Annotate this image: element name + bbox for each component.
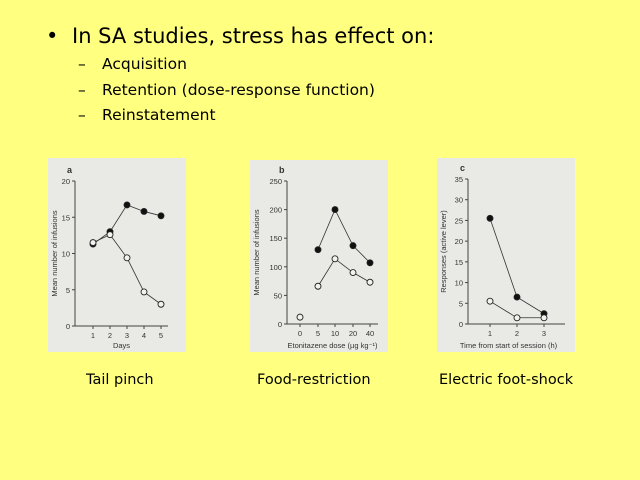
dash-icon: – [78, 81, 86, 99]
y-tick-label: 30 [455, 196, 463, 205]
data-point-open [140, 288, 148, 296]
y-tick-label: 100 [269, 263, 282, 272]
y-tick-label: 10 [455, 279, 463, 288]
x-tick-label: 5 [159, 331, 163, 340]
y-tick-label: 50 [274, 291, 282, 300]
panel-label: b [279, 165, 285, 175]
chart-food-restriction: b 0 50 100 150 200 250 0 5 10 20 40 Etonitazene dose… [250, 160, 388, 352]
caption-food-restriction: Food-restriction [257, 372, 371, 388]
subitem-text: Retention (dose-response function) [102, 81, 375, 99]
data-point-filled [314, 246, 322, 254]
panel-label: a [67, 165, 73, 175]
dash-icon: – [78, 106, 86, 124]
dash-icon: – [78, 55, 86, 73]
x-axis-label: Etonitazene dose (µg kg⁻¹) [288, 341, 378, 350]
y-axis-label: Mean number of infusions [252, 209, 261, 296]
chart-svg: b 0 50 100 150 200 250 0 5 10 20 40 Etonitazene dose… [252, 165, 378, 350]
chart-svg: c 0 5 10 15 20 25 30 35 1 2 3 Time from start of ses… [439, 163, 565, 350]
series-line-control [317, 258, 371, 287]
subitem-retention: – Retention (dose-response function) [78, 81, 375, 99]
data-point-open [349, 269, 357, 276]
caption-tail-pinch: Tail pinch [86, 372, 154, 388]
x-tick-label: 2 [515, 329, 519, 338]
data-point-open [540, 314, 548, 322]
x-tick-label: 3 [125, 331, 129, 340]
y-tick-label: 20 [455, 237, 463, 246]
x-tick-label: 1 [91, 331, 95, 340]
y-tick-label: 250 [269, 177, 282, 186]
x-tick-label: 2 [108, 331, 112, 340]
data-point-open [296, 313, 304, 321]
subitem-text: Acquisition [102, 55, 187, 73]
series-line-control [92, 234, 162, 305]
data-point-open [314, 282, 322, 290]
data-point-open [106, 231, 114, 239]
data-point-open [331, 255, 339, 263]
title-text: In SA studies, stress has effect on: [72, 24, 435, 48]
x-tick-label: 3 [542, 329, 546, 338]
y-axis-label: Responses (active lever) [439, 210, 448, 293]
data-point-filled [486, 214, 494, 222]
data-point-open [89, 239, 97, 247]
data-point-filled [513, 293, 521, 301]
x-tick-label: 5 [316, 329, 320, 338]
x-axis-label: Time from start of session (h) [460, 341, 558, 350]
x-tick-label: 40 [366, 329, 374, 338]
y-tick-label: 5 [459, 299, 463, 308]
chart-svg: a 0 5 10 15 20 1 2 3 4 5 Days Mean number of infusio… [50, 165, 168, 350]
y-tick-label: 150 [269, 234, 282, 243]
series-line-food-restricted [317, 208, 371, 264]
caption-electric-foot-shock: Electric foot-shock [439, 372, 574, 388]
y-tick-label: 0 [66, 322, 70, 331]
data-point-filled [123, 201, 131, 209]
x-tick-label: 1 [488, 329, 492, 338]
subitem-acquisition: – Acquisition [78, 55, 187, 73]
y-tick-label: 0 [278, 320, 282, 329]
y-tick-label: 10 [62, 250, 70, 259]
subitem-text: Reinstatement [102, 106, 216, 124]
y-tick-label: 15 [62, 213, 70, 222]
y-tick-label: 0 [459, 320, 463, 329]
data-point-open [157, 300, 165, 308]
y-tick-label: 15 [455, 258, 463, 267]
subitem-reinstatement: – Reinstatement [78, 106, 216, 124]
data-point-filled [140, 208, 148, 215]
data-point-filled [157, 212, 165, 220]
x-tick-label: 20 [349, 329, 357, 338]
x-axis-label: Days [113, 341, 130, 350]
y-axis-label: Mean number of infusions [50, 210, 59, 297]
data-point-open [486, 297, 494, 305]
y-tick-label: 5 [66, 286, 70, 295]
y-tick-label: 20 [62, 177, 70, 186]
slide-title: • In SA studies, stress has effect on: [46, 24, 434, 48]
bullet-icon: • [46, 24, 59, 48]
chart-tail-pinch: a 0 5 10 15 20 1 2 3 4 5 Days Mean number of infusio… [48, 158, 186, 352]
chart-electric-foot-shock: c 0 5 10 15 20 25 30 35 1 2 3 Time from start of ses… [437, 158, 575, 352]
data-point-filled [331, 206, 339, 214]
data-point-filled [366, 259, 374, 267]
data-point-filled [349, 242, 357, 250]
y-tick-label: 25 [455, 216, 463, 225]
x-tick-label: 10 [331, 329, 339, 338]
panel-label: c [460, 163, 465, 173]
y-tick-label: 35 [455, 175, 463, 184]
data-point-open [123, 254, 131, 262]
x-tick-label: 0 [298, 329, 302, 338]
data-point-open [366, 278, 374, 286]
data-point-open [513, 314, 521, 322]
y-tick-label: 200 [269, 206, 282, 215]
x-tick-label: 4 [142, 331, 146, 340]
